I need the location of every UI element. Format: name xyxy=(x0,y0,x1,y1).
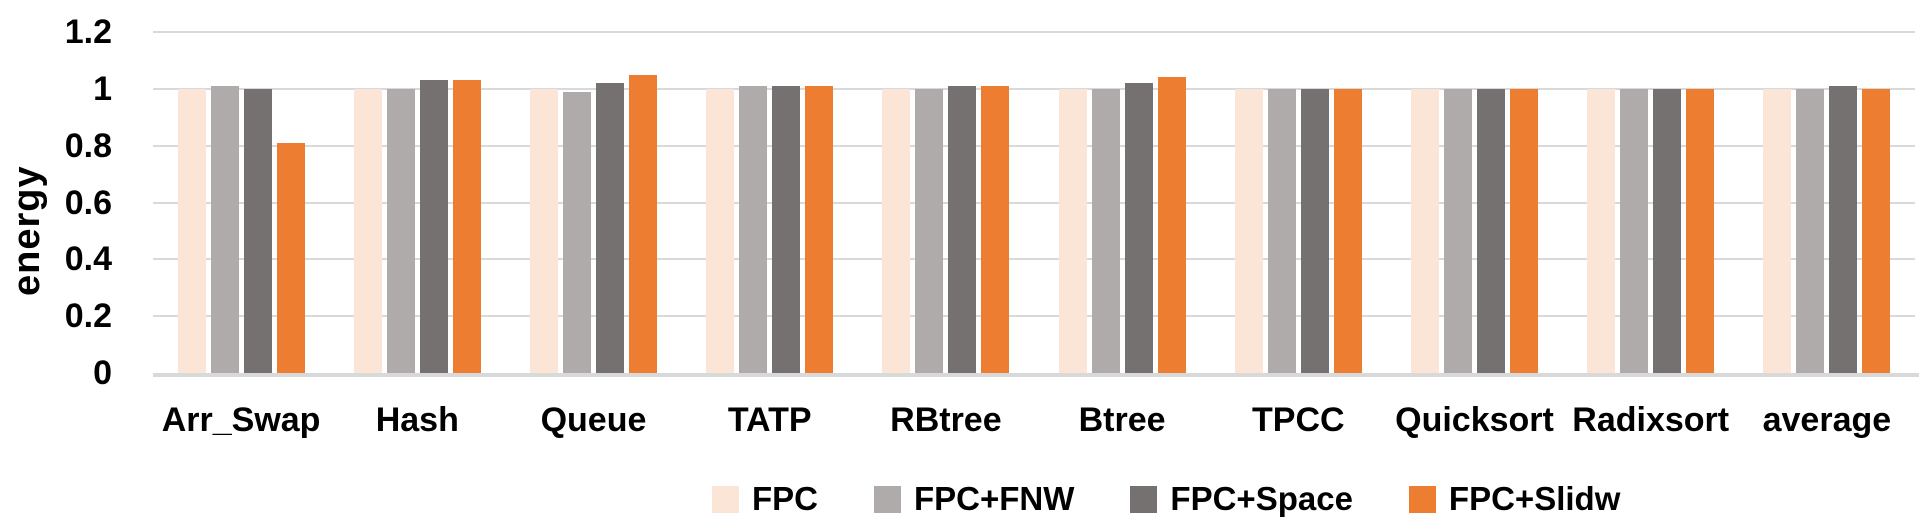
bar-FPC xyxy=(882,88,911,373)
legend-item-FPC+Space: FPC+Space xyxy=(1130,480,1353,518)
bar-FPC+Space xyxy=(772,86,801,373)
bar-group-Btree xyxy=(1058,77,1186,373)
bar-FPC+Slidw xyxy=(1862,88,1891,373)
y-tick-label: 0.6 xyxy=(64,183,112,222)
legend-label: FPC+Slidw xyxy=(1448,480,1621,517)
bar-group-Radixsort xyxy=(1587,88,1715,373)
bar-FPC xyxy=(1234,88,1263,373)
bar-FPC xyxy=(177,88,206,373)
bar-FPC+Slidw xyxy=(276,142,305,373)
legend-label: FPC+Space xyxy=(1170,480,1353,517)
bar-FPC+Slidw xyxy=(452,80,481,373)
legend-label: FPC xyxy=(752,480,818,517)
x-category-label: average xyxy=(1762,401,1892,439)
bar-FPC xyxy=(1411,88,1439,373)
bar-FPC+FNW xyxy=(915,88,944,373)
bar-FPC+Slidw xyxy=(1333,88,1362,373)
bar-group-Hash xyxy=(353,80,481,373)
bar-group-TATP xyxy=(706,86,834,373)
bar-FPC+Slidw xyxy=(805,86,834,373)
bar-FPC xyxy=(706,88,735,373)
bar-FPC xyxy=(1058,88,1087,373)
bar-FPC+FNW xyxy=(210,86,239,373)
legend-swatch xyxy=(1130,485,1158,513)
bar-group-Quicksort xyxy=(1411,88,1538,373)
legend-swatch xyxy=(874,485,901,513)
x-category-label: TATP xyxy=(727,401,812,439)
bar-FPC+Slidw xyxy=(1510,88,1538,373)
bar-FPC+Space xyxy=(1300,88,1329,373)
x-axis-line xyxy=(153,373,1919,377)
bar-FPC+Space xyxy=(243,88,272,373)
bar-FPC+Space xyxy=(948,86,977,373)
bar-FPC+Space xyxy=(1829,86,1858,373)
bar-FPC+FNW xyxy=(1444,88,1472,373)
bar-group-average xyxy=(1763,86,1891,373)
x-category-label: RBtree xyxy=(890,401,1002,439)
bar-FPC xyxy=(353,88,382,373)
y-tick-label: 1 xyxy=(93,69,112,108)
plot-area xyxy=(153,31,1915,373)
bar-group-Queue xyxy=(530,74,657,373)
gridline xyxy=(153,258,1915,261)
x-category-label: Hash xyxy=(375,401,459,439)
bar-FPC+Slidw xyxy=(1157,77,1186,373)
gridline xyxy=(153,31,1915,33)
bar-FPC+Space xyxy=(1477,88,1505,373)
bar-FPC+Space xyxy=(419,80,448,373)
bar-FPC+Slidw xyxy=(981,86,1010,373)
x-category-label: Radixsort xyxy=(1572,401,1730,439)
y-tick-label: 0.8 xyxy=(64,126,112,165)
bar-group-Arr_Swap xyxy=(177,86,305,373)
x-category-label: Arr_Swap xyxy=(161,401,321,439)
legend-item-FPC+FNW: FPC+FNW xyxy=(874,480,1074,518)
bar-FPC+FNW xyxy=(563,91,591,373)
y-tick-label: 0.2 xyxy=(64,297,112,336)
legend-item-FPC+Slidw: FPC+Slidw xyxy=(1408,480,1621,518)
bar-group-RBtree xyxy=(882,86,1010,373)
x-category-label: Btree xyxy=(1078,401,1166,439)
y-tick-label: 0 xyxy=(93,354,112,392)
x-category-label: TPCC xyxy=(1252,401,1345,439)
bar-group-TPCC xyxy=(1234,88,1362,373)
y-tick-label: 1.2 xyxy=(64,13,112,51)
bar-FPC+FNW xyxy=(1267,88,1296,373)
bar-FPC+Space xyxy=(596,83,624,373)
x-category-label: Quicksort xyxy=(1395,401,1554,439)
gridline xyxy=(153,87,1915,90)
bar-FPC+FNW xyxy=(386,88,415,373)
legend-item-FPC: FPC xyxy=(712,480,818,518)
bar-FPC+Slidw xyxy=(1686,88,1715,373)
legend-swatch xyxy=(712,485,739,513)
gridline xyxy=(153,144,1915,147)
bar-FPC xyxy=(530,88,558,373)
bar-FPC+FNW xyxy=(1091,88,1120,373)
gridline xyxy=(153,315,1915,318)
bar-FPC xyxy=(1587,88,1616,373)
gridline xyxy=(153,201,1915,204)
legend-label: FPC+FNW xyxy=(914,480,1075,517)
bar-FPC+Space xyxy=(1124,83,1153,373)
bar-FPC+FNW xyxy=(1796,88,1825,373)
x-category-label: Queue xyxy=(540,401,647,439)
legend: FPC FPC+FNW FPC+Space FPC+Slidw xyxy=(712,480,1620,518)
y-tick-label: 0.4 xyxy=(64,240,112,279)
bar-FPC xyxy=(1763,88,1792,373)
bar-FPC+FNW xyxy=(739,86,768,373)
bar-FPC+Slidw xyxy=(629,74,657,373)
bar-FPC+FNW xyxy=(1620,88,1649,373)
bar-FPC+Space xyxy=(1653,88,1682,373)
legend-swatch xyxy=(1408,485,1436,513)
